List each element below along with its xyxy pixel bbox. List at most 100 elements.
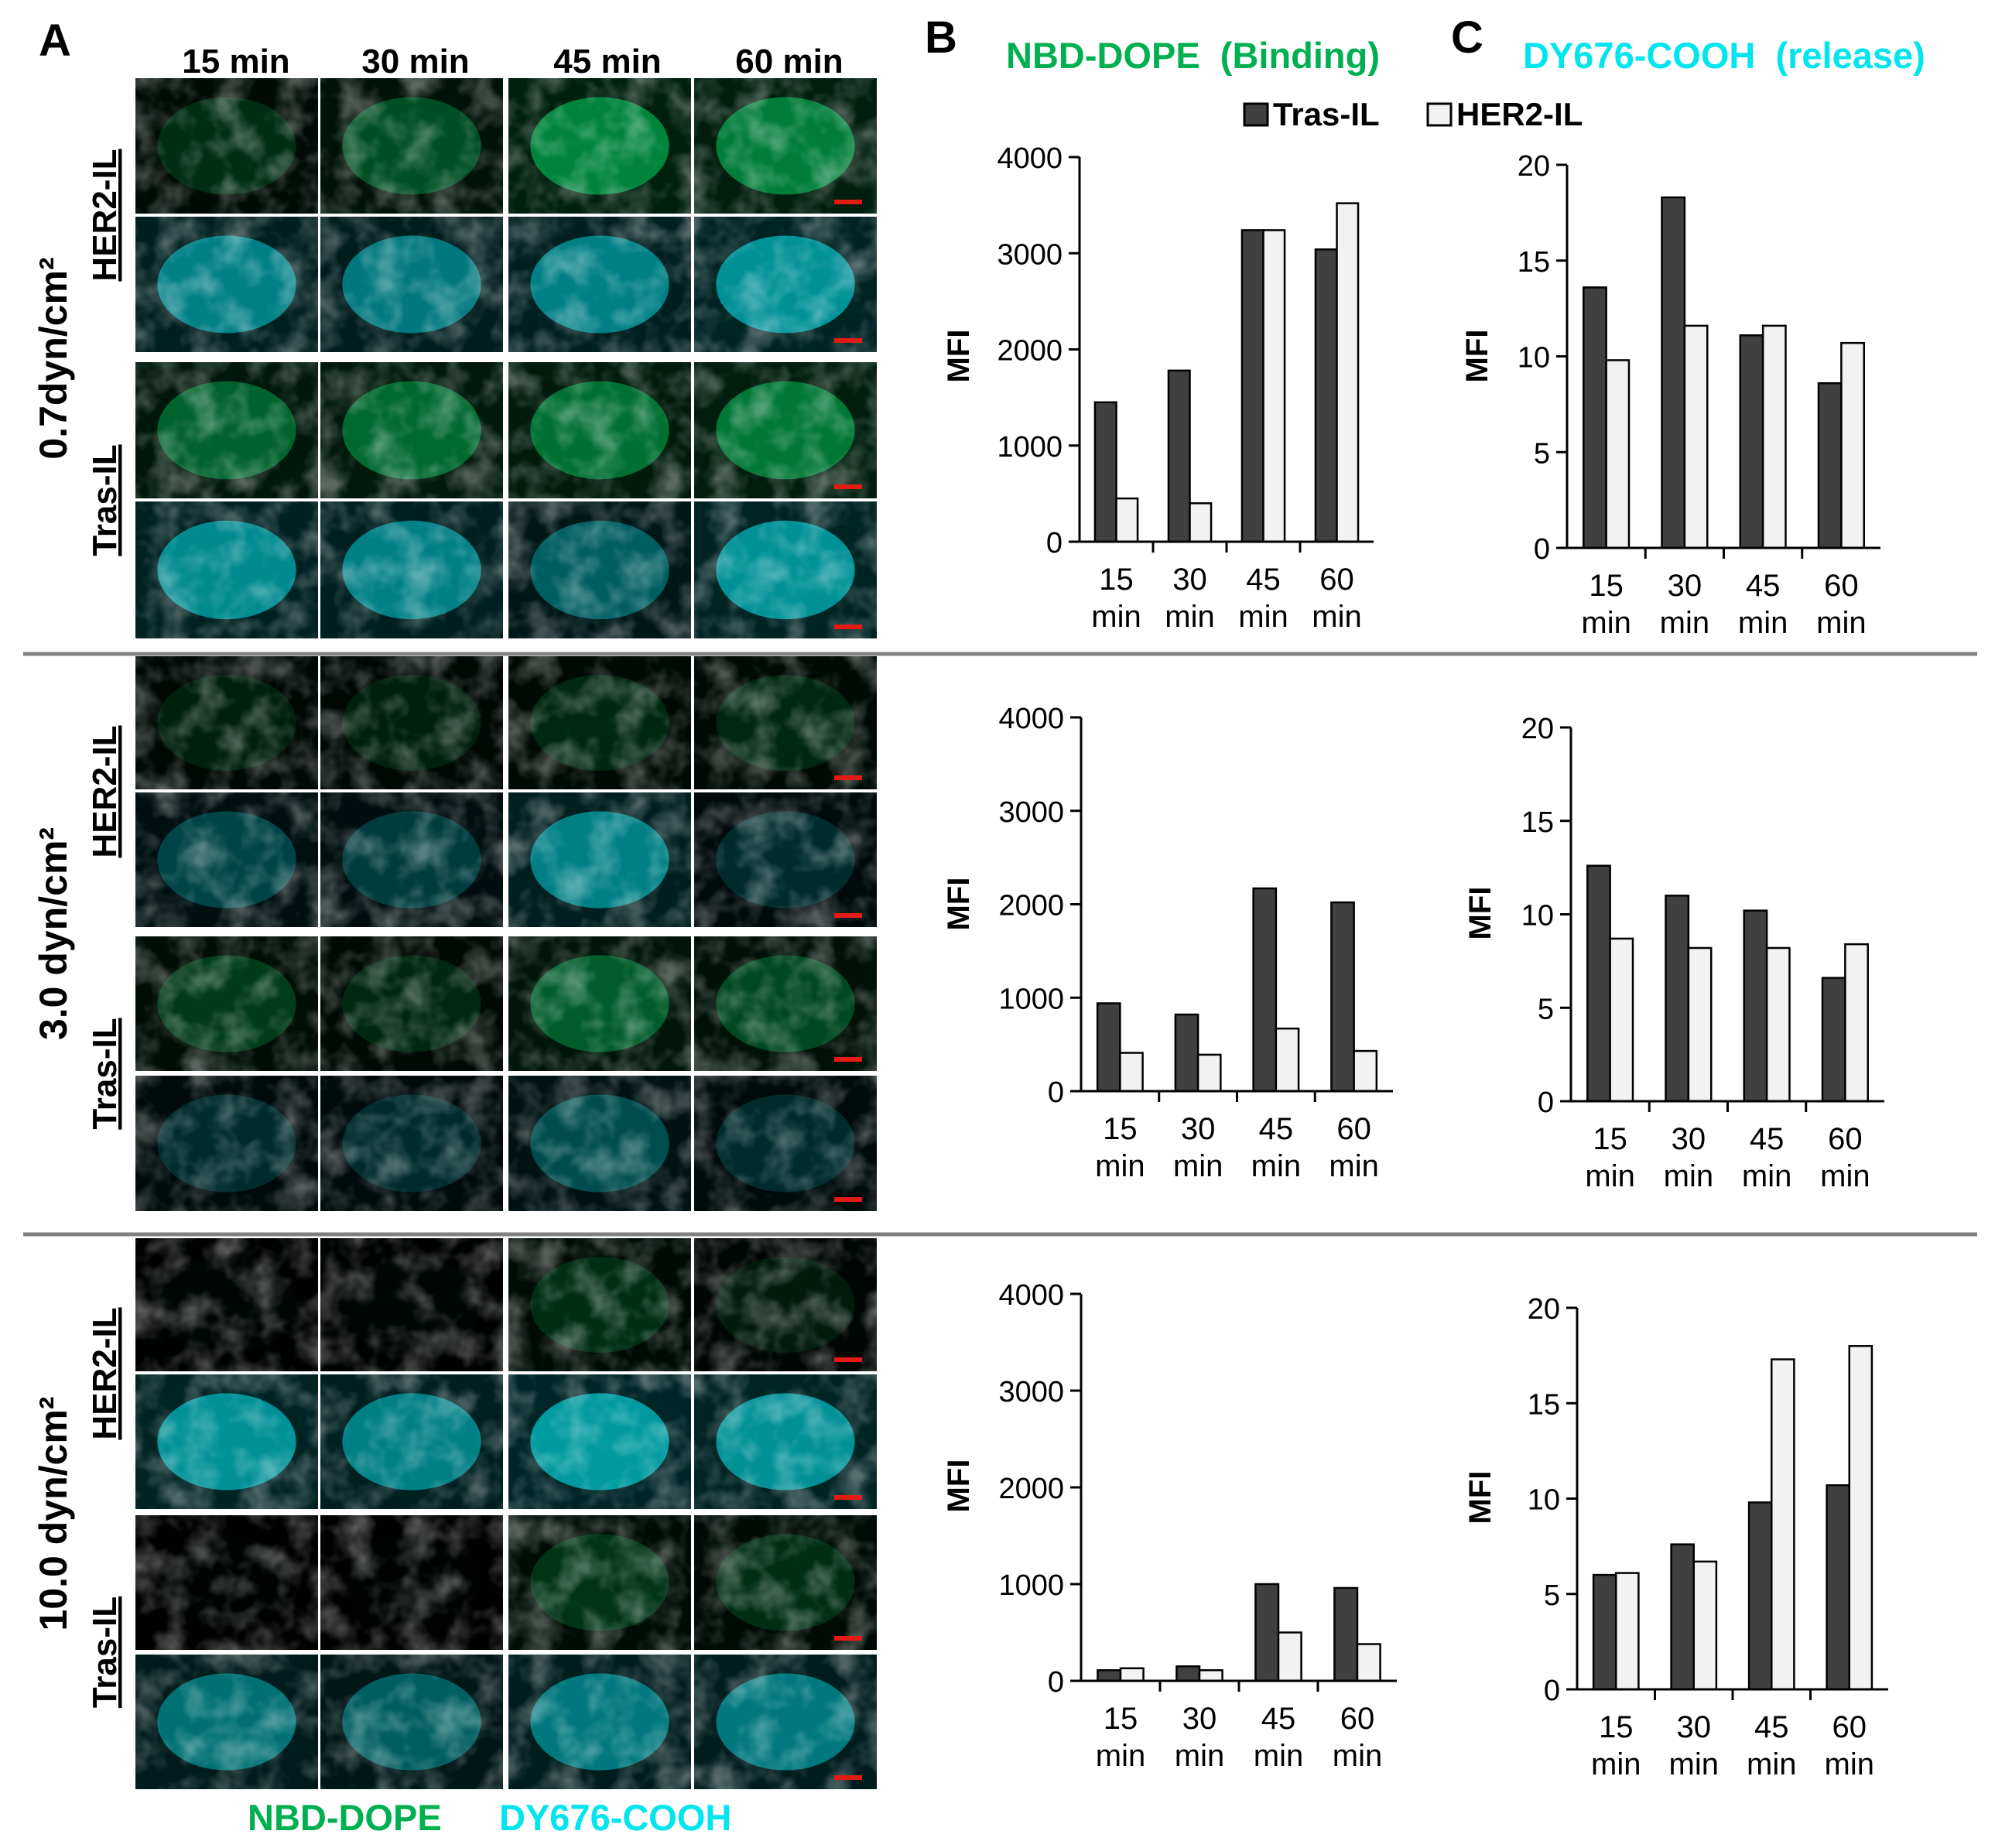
- x-tick-label: 60: [1824, 569, 1859, 603]
- x-tick-label: 30: [1182, 1702, 1217, 1736]
- x-tick-label: min: [1747, 1747, 1796, 1781]
- bar-tras: [1240, 229, 1264, 543]
- micrograph-tile: [694, 78, 877, 214]
- cell-texture: [508, 792, 691, 927]
- cell-texture: [694, 362, 877, 498]
- cell-texture: [320, 217, 503, 352]
- micrograph-tile: [694, 1515, 877, 1650]
- micrograph-tile: [135, 217, 318, 352]
- legend-label-her2: HER2-IL: [1456, 96, 1583, 132]
- y-tick-label: 5: [1534, 437, 1550, 470]
- y-tick-label: 15: [1518, 246, 1550, 279]
- legend-swatch-tras: [1243, 102, 1269, 127]
- bar-tras: [1821, 977, 1846, 1103]
- bar-her2: [1119, 1052, 1144, 1093]
- x-tick-label: min: [1742, 1159, 1791, 1193]
- cell-texture: [694, 1655, 877, 1789]
- time-header: 15 min: [182, 43, 289, 80]
- x-tick-label: 30: [1668, 569, 1702, 603]
- bar-her2: [1848, 1345, 1874, 1691]
- cell-texture: [508, 1076, 691, 1211]
- scale-bar: [834, 1495, 862, 1500]
- panel-c-title: DY676-COOH (release): [1523, 35, 1925, 76]
- cell-texture: [135, 1655, 318, 1789]
- cell-texture: [694, 1374, 877, 1509]
- cell-texture: [508, 78, 691, 214]
- cell-texture: [694, 936, 877, 1071]
- y-axis-label: MFI: [1460, 330, 1494, 383]
- y-tick-label: 10: [1528, 1484, 1560, 1517]
- x-tick-label: 60: [1340, 1702, 1375, 1736]
- bar-her2: [1615, 1572, 1640, 1691]
- group-label-tras: Tras-IL: [86, 444, 124, 556]
- legend: Tras-IL HER2-IL: [1243, 96, 1583, 132]
- bar-charts: 0100020003000400015min30min45min60minMFI…: [942, 142, 1888, 1781]
- bar-her2: [1765, 946, 1791, 1103]
- cell-texture: [135, 1076, 318, 1211]
- micrograph-tile: [135, 362, 318, 498]
- cell-texture: [508, 362, 691, 498]
- time-header: 60 min: [735, 43, 843, 80]
- x-tick-label: min: [1175, 1739, 1224, 1773]
- bar-tras: [1586, 864, 1611, 1103]
- cell-texture: [508, 656, 691, 789]
- y-tick-label: 4000: [997, 142, 1063, 175]
- micrograph-tile: [508, 1374, 691, 1509]
- cell-texture: [135, 362, 318, 498]
- cell-texture: [508, 936, 691, 1071]
- group-label-her2: HER2-IL: [86, 1307, 124, 1439]
- y-tick-label: 20: [1518, 150, 1550, 183]
- micrograph-tile: [694, 656, 877, 789]
- x-tick-label: min: [1738, 606, 1788, 640]
- micrograph-tile: [508, 1515, 691, 1650]
- x-tick-label: 45: [1259, 1112, 1294, 1146]
- cell-texture: [135, 217, 318, 352]
- cell-texture: [694, 1076, 877, 1211]
- y-tick-label: 0: [1538, 1087, 1554, 1119]
- cell-texture: [508, 1374, 691, 1509]
- micrograph-tile: [508, 936, 691, 1071]
- x-tick-label: 60: [1828, 1122, 1863, 1156]
- x-tick-label: 30: [1181, 1112, 1216, 1146]
- micrograph-tile: [694, 1076, 877, 1211]
- shear-stress-label: 3.0 dyn/cm²: [32, 827, 75, 1040]
- y-tick-label: 1000: [997, 431, 1063, 464]
- bar-her2: [1840, 341, 1865, 549]
- x-tick-label: min: [1173, 1149, 1223, 1183]
- cell-texture: [135, 1515, 318, 1650]
- bar-tras: [1739, 334, 1764, 549]
- y-tick-label: 3000: [998, 1376, 1064, 1408]
- cell-texture: [694, 217, 877, 352]
- bar-her2: [1196, 1053, 1222, 1093]
- cell-texture: [508, 501, 691, 638]
- x-tick-label: min: [1095, 1149, 1145, 1183]
- y-tick-label: 2000: [998, 1473, 1064, 1505]
- x-tick-label: 45: [1746, 569, 1781, 603]
- x-tick-label: min: [1591, 1747, 1641, 1781]
- y-tick-label: 1000: [998, 1569, 1064, 1602]
- cell-texture: [694, 501, 877, 638]
- cell-texture: [135, 78, 318, 214]
- bar-her2: [1275, 1027, 1300, 1093]
- bar-tras: [1670, 1543, 1695, 1691]
- scale-bar: [834, 913, 862, 918]
- y-tick-label: 5: [1538, 993, 1554, 1025]
- x-tick-label: 15: [1103, 1112, 1138, 1146]
- bar-her2: [1844, 943, 1869, 1103]
- bar-her2: [1262, 229, 1286, 543]
- y-tick-label: 15: [1528, 1388, 1560, 1421]
- x-tick-label: min: [1333, 1739, 1382, 1773]
- bar-her2: [1356, 1643, 1381, 1682]
- x-tick-label: min: [1329, 1149, 1378, 1183]
- micrograph-tile: [320, 362, 503, 498]
- cell-texture: [508, 217, 691, 352]
- panel-letter-b: B: [925, 12, 957, 63]
- cell-texture: [135, 1238, 318, 1371]
- time-header: 30 min: [361, 43, 469, 80]
- scale-bar: [834, 625, 862, 629]
- micrograph-tile: [320, 78, 503, 214]
- y-tick-label: 15: [1521, 806, 1554, 839]
- cell-texture: [320, 1076, 503, 1211]
